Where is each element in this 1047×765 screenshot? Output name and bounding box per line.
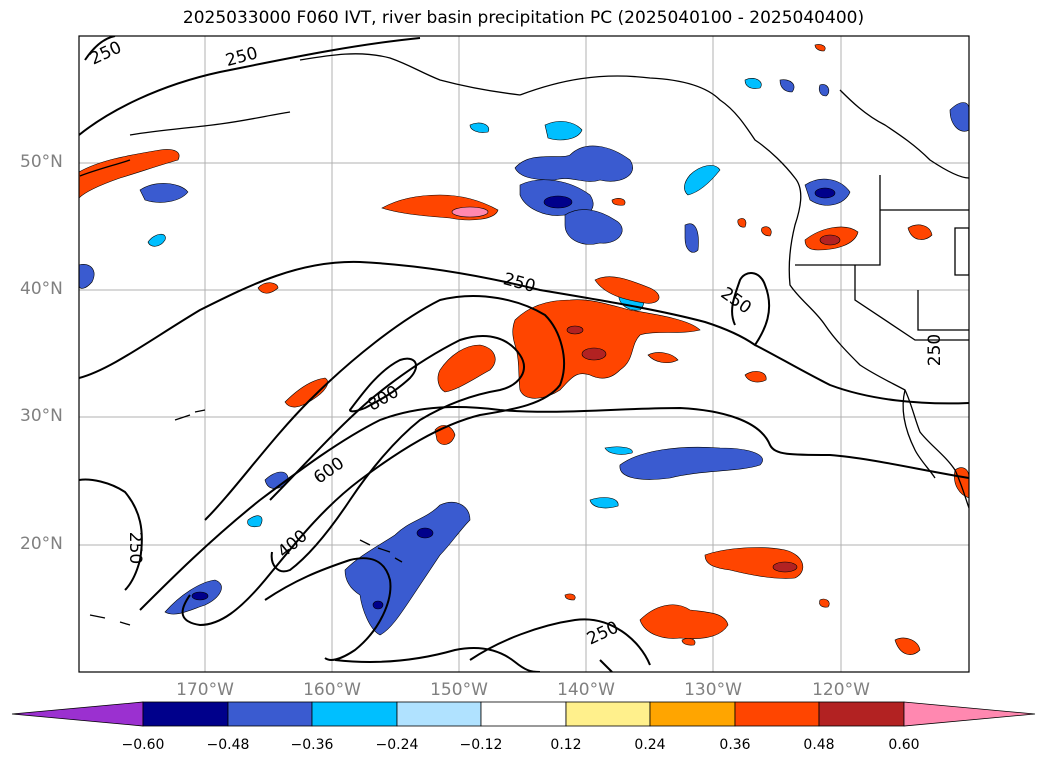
colorbar-tick: 0.60 xyxy=(888,737,920,753)
colorbar-tick: −0.48 xyxy=(206,737,250,753)
colorbar-segment xyxy=(818,701,905,727)
colorbar-segment xyxy=(565,701,651,727)
colorbar-segment xyxy=(311,701,398,727)
colorbar-extend-min xyxy=(11,701,144,727)
lon-label-170w: 170°W xyxy=(176,680,234,700)
map-border xyxy=(78,35,970,673)
negative-precip-regions xyxy=(79,77,969,636)
colorbar-extend-max xyxy=(903,701,1036,727)
colorbar-segment xyxy=(142,701,229,727)
colorbar-tick: −0.24 xyxy=(375,737,419,753)
lat-label-20n: 20°N xyxy=(20,534,63,554)
lat-label-30n: 30°N xyxy=(20,406,63,426)
lat-label-50n: 50°N xyxy=(20,152,63,172)
colorbar-tick: −0.60 xyxy=(121,737,165,753)
colorbar-tick: −0.36 xyxy=(290,737,334,753)
ivt-contours xyxy=(79,36,969,672)
colorbar-tick: 0.36 xyxy=(719,737,751,753)
colorbar-tick: 0.12 xyxy=(550,737,582,753)
colorbar-segment xyxy=(227,701,313,727)
positive-precip-regions xyxy=(79,44,969,655)
lon-label-150w: 150°W xyxy=(430,680,488,700)
lon-label-140w: 140°W xyxy=(557,680,615,700)
coastlines xyxy=(79,53,969,626)
colorbar-tick: 0.24 xyxy=(634,737,666,753)
contour-label: 250 xyxy=(925,334,945,366)
lon-label-130w: 130°W xyxy=(684,680,742,700)
lat-label-40n: 40°N xyxy=(20,279,63,299)
colorbar-tick: −0.12 xyxy=(459,737,503,753)
colorbar xyxy=(11,701,1036,727)
colorbar-segment xyxy=(734,701,820,727)
colorbar-segment xyxy=(396,701,482,727)
contour-label: 250 xyxy=(125,532,145,564)
colorbar-segment xyxy=(649,701,736,727)
map-title: 2025033000 F060 IVT, river basin precipi… xyxy=(182,8,865,28)
colorbar-segment xyxy=(480,701,567,727)
lon-label-120w: 120°W xyxy=(812,680,870,700)
colorbar-tick: 0.48 xyxy=(803,737,835,753)
lon-label-160w: 160°W xyxy=(303,680,361,700)
